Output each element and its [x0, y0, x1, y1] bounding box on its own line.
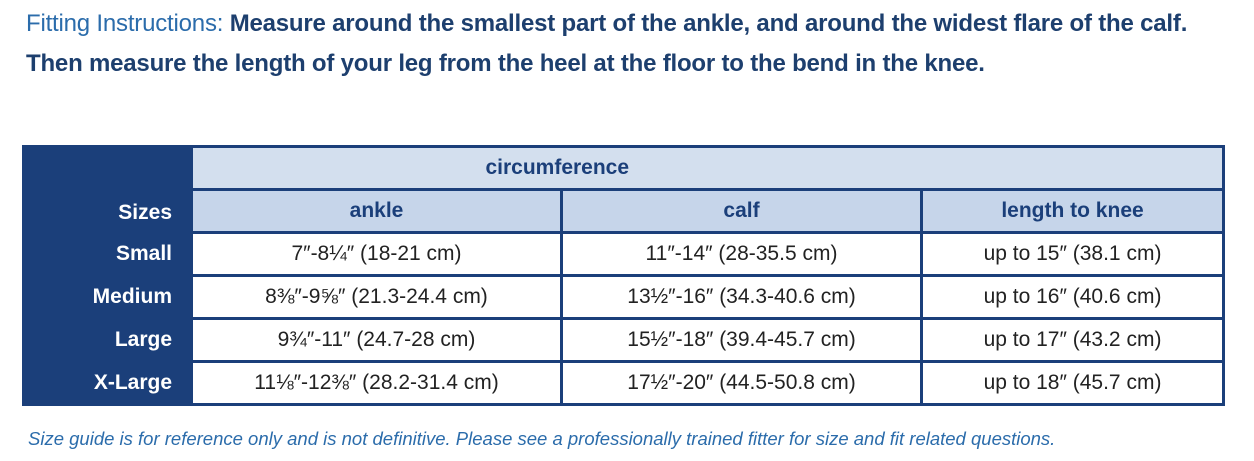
size-cell: Medium: [22, 274, 193, 320]
footnote: Size guide is for reference only and is …: [28, 428, 1056, 449]
measure-cell: 8⅜″-9⅝″ (21.3-24.4 cm): [190, 274, 563, 320]
instructions-text: Measure around the smallest part of the …: [26, 10, 1188, 77]
header-row: ankle calf length to knee: [24, 188, 1226, 234]
column-header: ankle: [190, 188, 563, 234]
size-cell: Large: [22, 317, 193, 363]
data-row: Large 9¾″-11″ (24.7-28 cm) 15½″-18″ (39.4-…: [22, 317, 1226, 363]
size-cell: X-Large: [22, 360, 193, 406]
column-header: length to knee: [920, 188, 1226, 234]
measure-cell: 7″-8¼″ (18-21 cm): [190, 231, 563, 277]
data-row: Medium 8⅜″-9⅝″ (21.3-24.4 cm) 13½″-16″ (34…: [22, 274, 1226, 320]
column-header: calf: [559, 188, 924, 234]
data-row: Small 7″-8¼″ (18-21 cm) 11″-14″ (28-35.5 c…: [22, 231, 1226, 277]
measure-cell: 15½″-18″ (39.4-45.7 cm): [559, 317, 924, 363]
size-cell: Small: [22, 231, 193, 277]
header-row: Sizes circumference: [22, 145, 1226, 234]
measure-cell: 11⅛″-12⅜″ (28.2-31.4 cm): [190, 360, 563, 406]
measure-cell: 9¾″-11″ (24.7-28 cm): [190, 317, 563, 363]
measure-cell: 17½″-20″ (44.5-50.8 cm): [559, 360, 924, 406]
measure-cell: up to 18″ (45.7 cm): [920, 360, 1226, 406]
size-table: Sizes circumference ankle calf length to…: [22, 145, 1226, 406]
measure-cell: up to 16″ (40.6 cm): [920, 274, 1226, 320]
measure-cell: 11″-14″ (28-35.5 cm): [559, 231, 924, 277]
column-header: Sizes: [22, 145, 193, 234]
group-header: circumference: [189, 145, 922, 191]
instructions-label: Fitting Instructions:: [26, 10, 224, 37]
instructions: Fitting Instructions: Measure around the…: [26, 4, 1226, 84]
header-cell: [921, 145, 1226, 191]
measure-cell: up to 17″ (43.2 cm): [920, 317, 1226, 363]
data-row: X-Large 11⅛″-12⅜″ (28.2-31.4 cm) 17½″-20″ …: [22, 360, 1226, 406]
measure-cell: up to 15″ (38.1 cm): [920, 231, 1226, 277]
measure-cell: 13½″-16″ (34.3-40.6 cm): [559, 274, 924, 320]
